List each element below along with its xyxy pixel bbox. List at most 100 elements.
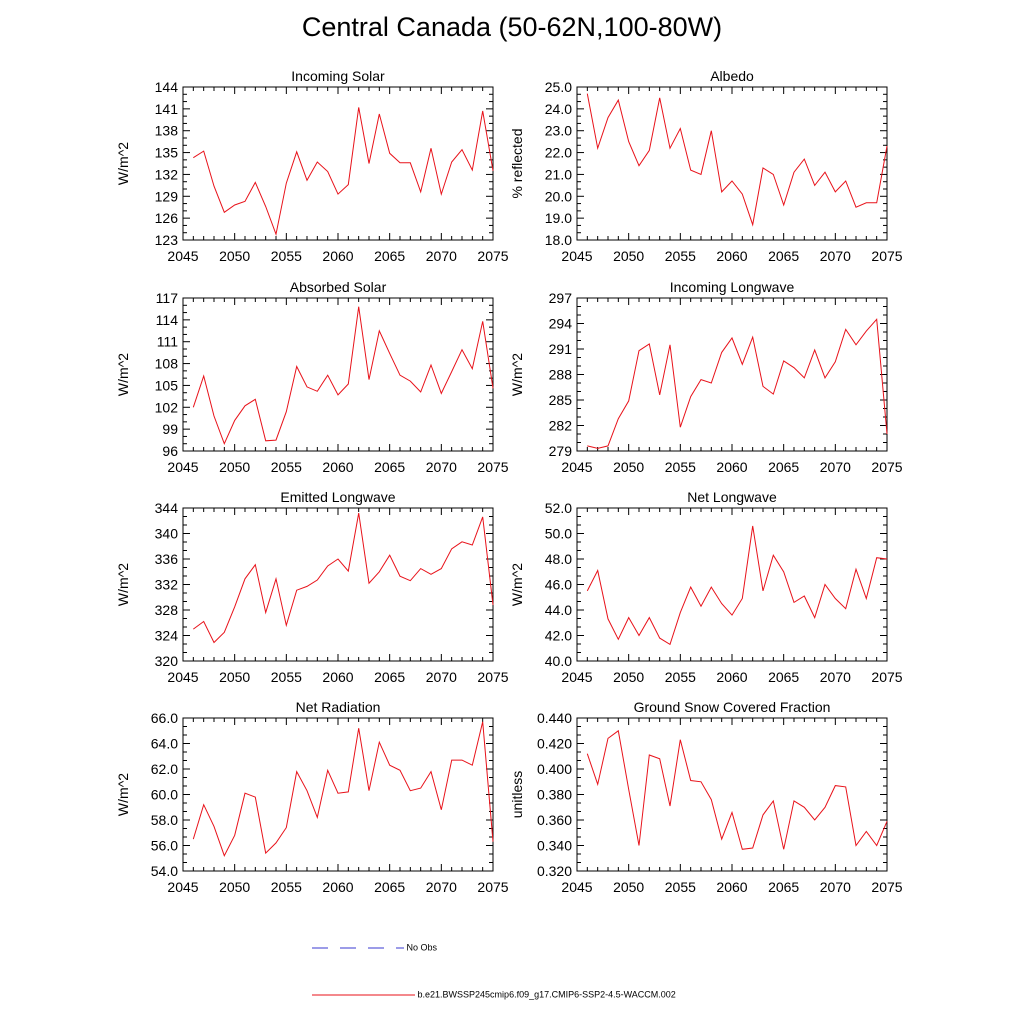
x-tick-label: 2055 <box>271 879 302 895</box>
chart-panel-4: Incoming Longwave W/m^2 279 282 285 288 291 294… <box>509 279 903 475</box>
x-tick-label: 2070 <box>426 879 457 895</box>
x-tick-label: 2055 <box>271 459 302 475</box>
x-tick-label: 2045 <box>167 459 198 475</box>
x-tick-label: 2055 <box>665 248 696 264</box>
x-tick-label: 2060 <box>322 669 353 685</box>
x-tick-label: 2045 <box>561 459 592 475</box>
y-axis-label: W/m^2 <box>509 563 525 606</box>
y-tick-label: 44.0 <box>545 602 572 618</box>
legend-obs: No Obs <box>312 941 437 955</box>
y-tick-label: 288 <box>549 367 573 383</box>
series-line <box>193 513 494 644</box>
y-tick-label: 21.0 <box>545 166 572 182</box>
y-tick-label: 58.0 <box>151 812 178 828</box>
x-tick-label: 2070 <box>426 669 457 685</box>
x-tick-label: 2050 <box>613 459 644 475</box>
legend-model-label: b.e21.BWSSP245cmip6.f09_g17.CMIP6-SSP2-4… <box>417 989 676 1000</box>
x-tick-label: 2075 <box>871 669 902 685</box>
y-tick-label: 19.0 <box>545 210 572 226</box>
x-tick-label: 2060 <box>716 459 747 475</box>
y-tick-label: 42.0 <box>545 628 572 644</box>
y-tick-label: 144 <box>155 79 179 95</box>
x-tick-label: 2050 <box>613 669 644 685</box>
y-tick-label: 108 <box>155 356 179 372</box>
y-tick-label: 18.0 <box>545 232 572 248</box>
page-title: Central Canada (50-62N,100-80W) <box>301 12 723 42</box>
x-tick-label: 2065 <box>768 879 799 895</box>
x-tick-label: 2055 <box>665 669 696 685</box>
x-tick-label: 2070 <box>426 459 457 475</box>
chart-panel-3: Absorbed Solar W/m^2 96 99 102 105 108 111 114 11… <box>115 279 509 475</box>
chart-title: Absorbed Solar <box>290 279 387 295</box>
series-line <box>586 525 888 646</box>
x-tick-label: 2070 <box>820 669 851 685</box>
x-tick-label: 2050 <box>613 248 644 264</box>
y-tick-label: 340 <box>155 526 179 542</box>
chart-title: Albedo <box>710 68 754 84</box>
legend-model: b.e21.BWSSP245cmip6.f09_g17.CMIP6-SSP2-4… <box>312 988 676 1002</box>
x-tick-label: 2065 <box>374 879 405 895</box>
y-tick-label: 279 <box>549 443 573 459</box>
x-tick-label: 2065 <box>374 459 405 475</box>
y-tick-label: 114 <box>156 312 179 328</box>
y-tick-label: 102 <box>155 399 179 415</box>
x-tick-label: 2045 <box>561 248 592 264</box>
chart-panel-1: Incoming Solar W/m^2 123 126 129 132 135 138 141… <box>115 68 509 264</box>
y-tick-label: 66.0 <box>151 710 178 726</box>
y-tick-label: 25.0 <box>545 79 572 95</box>
y-tick-label: 50.0 <box>545 526 572 542</box>
y-tick-label: 99 <box>162 421 178 437</box>
x-tick-label: 2075 <box>871 459 902 475</box>
x-tick-label: 2070 <box>820 879 851 895</box>
chart-title: Incoming Solar <box>291 68 385 84</box>
chart-panel-7: Net Radiation W/m^2 54.0 56.0 58.0 60.0 62.0 64… <box>115 699 509 895</box>
x-tick-label: 2060 <box>716 879 747 895</box>
x-tick-label: 2045 <box>167 879 198 895</box>
y-axis-label: W/m^2 <box>115 353 131 396</box>
y-tick-label: 135 <box>155 145 179 161</box>
series-line <box>586 93 888 227</box>
y-tick-label: 336 <box>155 551 179 567</box>
x-tick-label: 2075 <box>477 459 508 475</box>
y-tick-label: 0.420 <box>537 736 572 752</box>
y-tick-label: 332 <box>155 577 179 593</box>
y-tick-label: 291 <box>549 341 573 357</box>
x-tick-label: 2055 <box>271 669 302 685</box>
y-tick-label: 344 <box>155 500 179 516</box>
series-line <box>192 306 494 446</box>
plot-frame <box>576 297 888 452</box>
y-tick-label: 0.400 <box>537 761 572 777</box>
y-tick-label: 22.0 <box>545 145 572 161</box>
chart-panel-2: Albedo % reflected 18.0 19.0 20.0 21.0 22.0 23.… <box>509 68 903 264</box>
chart-title: Net Longwave <box>687 489 777 505</box>
y-tick-label: 48.0 <box>545 551 572 567</box>
y-tick-label: 64.0 <box>151 736 178 752</box>
y-tick-label: 297 <box>549 290 573 306</box>
y-tick-label: 294 <box>549 316 573 332</box>
x-tick-label: 2050 <box>219 248 250 264</box>
y-tick-label: 0.380 <box>537 787 572 803</box>
y-tick-label: 123 <box>155 232 179 248</box>
y-tick-label: 0.440 <box>537 710 572 726</box>
y-tick-label: 324 <box>155 628 179 644</box>
y-tick-label: 56.0 <box>151 838 178 854</box>
legend-model-swatch <box>312 994 415 996</box>
y-tick-label: 111 <box>157 334 178 350</box>
y-tick-label: 23.0 <box>545 123 572 139</box>
x-tick-label: 2060 <box>322 459 353 475</box>
y-tick-label: 282 <box>549 418 573 434</box>
y-axis-label: W/m^2 <box>115 773 131 816</box>
series-line <box>587 318 888 449</box>
y-tick-label: 60.0 <box>151 787 178 803</box>
plot-frame <box>182 297 494 452</box>
y-tick-label: 20.0 <box>545 188 572 204</box>
x-tick-label: 2065 <box>374 669 405 685</box>
chart-title: Emitted Longwave <box>280 489 395 505</box>
x-tick-label: 2060 <box>322 248 353 264</box>
legend-obs-swatch <box>312 947 404 949</box>
y-axis-label: W/m^2 <box>509 353 525 396</box>
chart-panel-5: Emitted Longwave W/m^2 320 324 328 332 336 340 3… <box>115 489 509 685</box>
y-tick-label: 132 <box>155 166 179 182</box>
plot-frame <box>182 507 494 662</box>
y-tick-label: 285 <box>549 392 573 408</box>
